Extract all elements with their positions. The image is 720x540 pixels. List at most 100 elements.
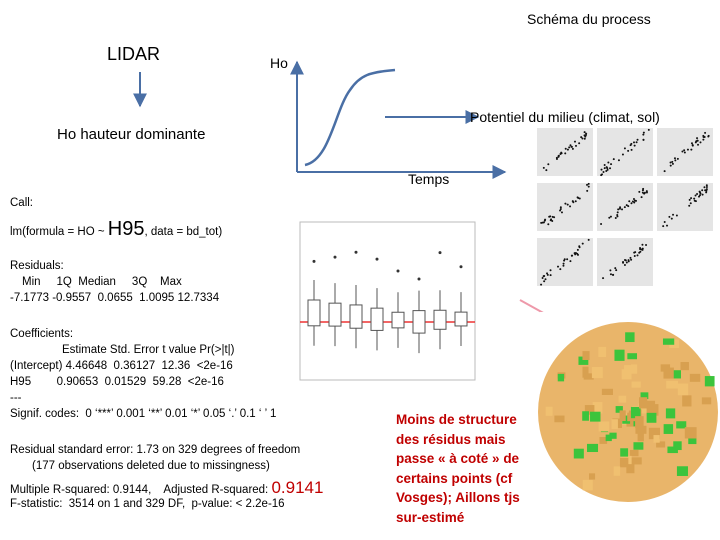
decor xyxy=(688,204,691,207)
decor xyxy=(610,163,613,166)
decor xyxy=(640,392,649,400)
decor xyxy=(581,242,584,245)
decor xyxy=(669,339,680,348)
decor xyxy=(699,141,702,144)
decor xyxy=(627,149,630,152)
decor xyxy=(560,211,563,214)
decor xyxy=(633,442,644,450)
decor xyxy=(634,199,637,202)
decor xyxy=(653,435,660,443)
decor xyxy=(578,142,581,145)
decor xyxy=(623,258,626,261)
decor xyxy=(671,162,674,165)
decor xyxy=(639,397,648,409)
decor xyxy=(633,201,636,204)
decor xyxy=(540,283,543,286)
decor xyxy=(693,197,696,200)
decor xyxy=(691,144,694,147)
decor xyxy=(554,415,565,423)
decor xyxy=(586,443,599,453)
decor xyxy=(642,131,645,134)
decor xyxy=(569,205,572,208)
decor xyxy=(571,200,574,203)
decor xyxy=(630,364,638,374)
decor xyxy=(633,255,636,258)
decor xyxy=(542,166,545,169)
decor xyxy=(686,148,689,151)
decor xyxy=(656,441,666,448)
scatter-facets-image xyxy=(515,122,720,300)
decor xyxy=(611,419,618,429)
decor xyxy=(566,258,569,261)
decor xyxy=(537,128,593,176)
code: Signif. codes: 0 ‘***’ 0.001 ‘**’ 0.01 ‘… xyxy=(10,408,277,420)
decor xyxy=(609,269,612,272)
decor xyxy=(614,267,617,270)
decor xyxy=(636,138,639,141)
decor xyxy=(580,136,583,139)
decor xyxy=(603,163,606,166)
decor xyxy=(583,137,586,140)
decor xyxy=(557,155,560,158)
decor xyxy=(689,202,692,205)
decor xyxy=(674,159,677,162)
decor xyxy=(578,245,581,248)
label: Ho hauteur dominante xyxy=(57,126,206,143)
decor xyxy=(600,168,603,171)
decor xyxy=(703,136,706,139)
decor xyxy=(669,161,672,164)
decor xyxy=(617,208,620,211)
decor xyxy=(671,160,674,163)
decor xyxy=(598,421,610,432)
decor xyxy=(618,395,627,403)
decor xyxy=(542,221,545,224)
decor xyxy=(683,149,686,152)
decor xyxy=(589,473,596,480)
decor xyxy=(625,204,628,207)
decor xyxy=(705,184,708,187)
decor xyxy=(638,251,641,254)
decor xyxy=(690,142,693,145)
decor xyxy=(623,206,626,209)
decor xyxy=(705,188,708,191)
decor xyxy=(631,381,641,388)
decor xyxy=(646,404,659,416)
decor xyxy=(702,138,705,141)
decor xyxy=(609,432,617,439)
decor xyxy=(669,164,672,167)
decor xyxy=(621,153,624,156)
decor xyxy=(705,185,708,188)
decor xyxy=(673,441,682,451)
code: Multiple R-squared: 0.9144, Adjusted R-s… xyxy=(10,484,272,496)
decor xyxy=(583,373,594,380)
decor xyxy=(645,191,648,194)
decor xyxy=(587,182,590,185)
decor xyxy=(541,277,544,280)
decor xyxy=(333,255,337,259)
decor xyxy=(391,311,405,329)
decor xyxy=(701,189,704,192)
decor xyxy=(640,196,643,199)
decor xyxy=(698,195,701,198)
decor xyxy=(354,250,358,254)
decor xyxy=(619,206,622,209)
decor xyxy=(699,192,702,195)
code: lm(formula = HO ~ xyxy=(10,226,108,238)
decor xyxy=(676,157,679,160)
decor xyxy=(606,168,609,171)
decor xyxy=(566,148,569,151)
decor xyxy=(454,311,468,327)
decor xyxy=(545,406,553,416)
decor xyxy=(417,277,421,281)
decor xyxy=(312,259,316,263)
decor xyxy=(603,167,606,170)
decor xyxy=(576,252,579,255)
decor xyxy=(537,238,593,286)
decor xyxy=(537,183,593,231)
decor xyxy=(673,370,681,379)
decor xyxy=(559,207,562,210)
decor xyxy=(682,395,692,407)
decor xyxy=(623,147,626,150)
decor xyxy=(663,424,674,434)
